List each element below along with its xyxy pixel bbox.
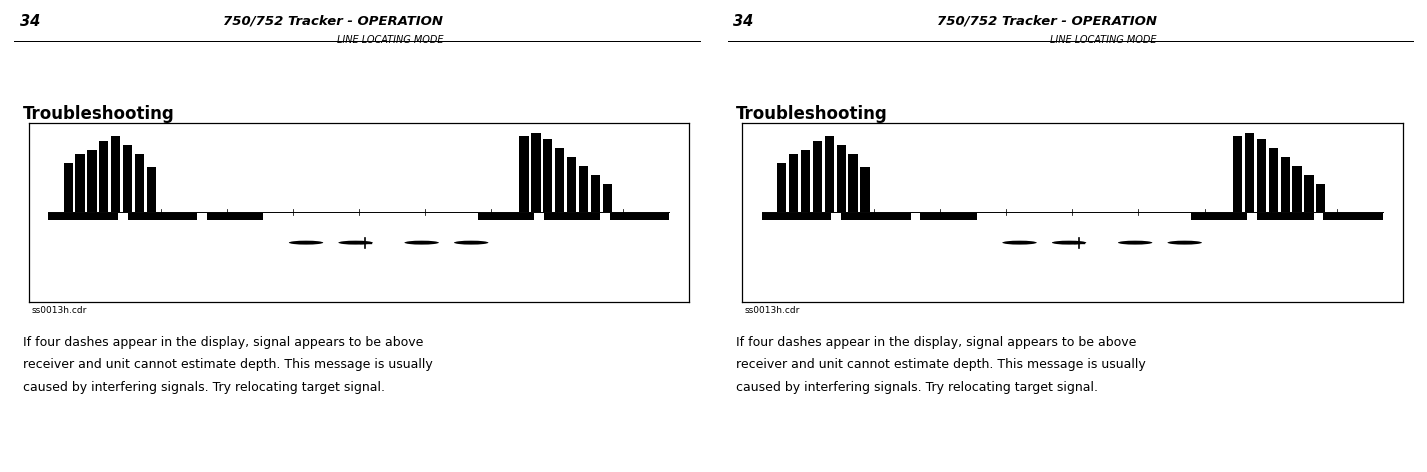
Bar: [49, 213, 118, 219]
Bar: [1257, 213, 1313, 219]
Bar: [1280, 157, 1290, 212]
Bar: [100, 141, 108, 212]
Text: receiver and unit cannot estimate depth. This message is usually: receiver and unit cannot estimate depth.…: [736, 358, 1146, 371]
Bar: [801, 150, 811, 212]
Bar: [76, 154, 84, 212]
Text: Troubleshooting: Troubleshooting: [736, 105, 888, 123]
Text: caused by interfering signals. Try relocating target signal.: caused by interfering signals. Try reloc…: [23, 381, 385, 394]
Ellipse shape: [454, 241, 488, 244]
Bar: [1192, 213, 1247, 219]
Bar: [609, 213, 669, 219]
Bar: [64, 163, 73, 212]
Bar: [544, 213, 599, 219]
Bar: [1323, 213, 1383, 219]
Text: LINE LOCATING MODE: LINE LOCATING MODE: [337, 35, 444, 45]
Bar: [1293, 166, 1301, 212]
Bar: [478, 213, 534, 219]
Ellipse shape: [1167, 241, 1202, 244]
Bar: [762, 213, 832, 219]
Bar: [860, 168, 869, 212]
Bar: [1304, 175, 1313, 212]
Text: 34: 34: [20, 14, 40, 29]
Text: Troubleshooting: Troubleshooting: [23, 105, 174, 123]
Bar: [567, 157, 577, 212]
Ellipse shape: [1117, 241, 1153, 244]
Text: LINE LOCATING MODE: LINE LOCATING MODE: [1050, 35, 1157, 45]
Ellipse shape: [1002, 241, 1036, 244]
Bar: [544, 139, 552, 212]
Ellipse shape: [404, 241, 440, 244]
Bar: [111, 136, 120, 212]
Bar: [207, 213, 263, 219]
Bar: [825, 136, 833, 212]
Bar: [778, 163, 786, 212]
Bar: [147, 168, 156, 212]
Text: ss0013h.cdr: ss0013h.cdr: [745, 306, 801, 315]
Bar: [123, 145, 133, 212]
Bar: [920, 213, 976, 219]
Bar: [813, 141, 822, 212]
Bar: [519, 136, 528, 212]
Bar: [127, 213, 197, 219]
Bar: [836, 145, 846, 212]
Bar: [555, 148, 564, 212]
Bar: [789, 154, 798, 212]
Bar: [1257, 139, 1266, 212]
Text: If four dashes appear in the display, signal appears to be above: If four dashes appear in the display, si…: [23, 336, 424, 349]
Text: ss0013h.cdr: ss0013h.cdr: [31, 306, 87, 315]
Text: If four dashes appear in the display, signal appears to be above: If four dashes appear in the display, si…: [736, 336, 1137, 349]
Bar: [1244, 134, 1254, 212]
Text: 34: 34: [733, 14, 753, 29]
Bar: [1316, 184, 1326, 212]
Ellipse shape: [1052, 241, 1086, 244]
Bar: [579, 166, 588, 212]
Bar: [841, 213, 910, 219]
Ellipse shape: [288, 241, 323, 244]
Text: 750/752 Tracker - OPERATION: 750/752 Tracker - OPERATION: [224, 14, 444, 27]
Text: 750/752 Tracker - OPERATION: 750/752 Tracker - OPERATION: [938, 14, 1157, 27]
Bar: [87, 150, 97, 212]
Bar: [602, 184, 612, 212]
Text: receiver and unit cannot estimate depth. This message is usually: receiver and unit cannot estimate depth.…: [23, 358, 432, 371]
Bar: [591, 175, 599, 212]
Bar: [849, 154, 858, 212]
Text: caused by interfering signals. Try relocating target signal.: caused by interfering signals. Try reloc…: [736, 381, 1099, 394]
Bar: [531, 134, 541, 212]
Bar: [136, 154, 144, 212]
Bar: [1269, 148, 1277, 212]
Ellipse shape: [338, 241, 372, 244]
Bar: [1233, 136, 1241, 212]
